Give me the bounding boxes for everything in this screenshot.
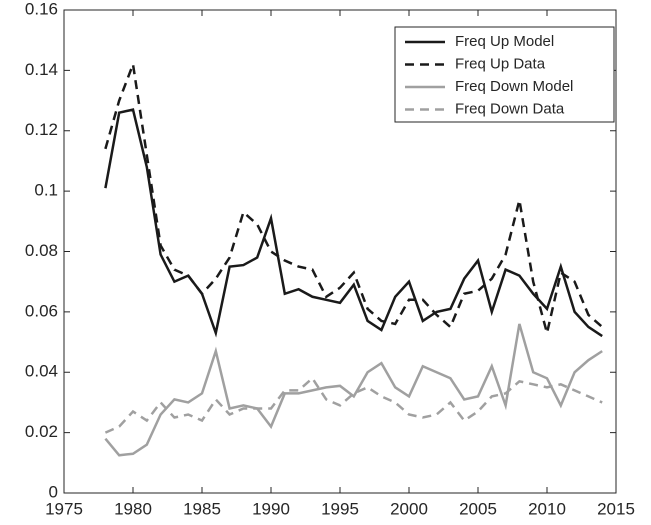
legend-label: Freq Down Model (455, 78, 573, 95)
legend-label: Freq Up Model (455, 33, 554, 50)
x-tick-label: 2015 (597, 499, 635, 518)
y-tick-label: 0.12 (25, 120, 58, 139)
y-tick-label: 0.04 (25, 362, 58, 381)
legend: Freq Up Model Freq Up Data Freq Down Model… (394, 26, 615, 123)
y-tick-label: 0.16 (25, 0, 58, 18)
y-tick-label: 0.02 (25, 422, 58, 441)
x-tick-label: 2005 (459, 499, 497, 518)
x-tick-label: 1985 (183, 499, 221, 518)
series-line (104, 376, 603, 434)
x-tick-label: 1980 (114, 499, 152, 518)
x-tick-label: 1995 (321, 499, 359, 518)
y-tick-label: 0 (49, 482, 58, 501)
legend-label: Freq Down Data (455, 100, 565, 117)
x-tick-label: 2010 (528, 499, 566, 518)
x-tick-label: 1975 (45, 499, 83, 518)
series-line (104, 323, 603, 457)
x-tick-label: 2000 (390, 499, 428, 518)
y-tick-label: 0.06 (25, 301, 58, 320)
y-tick-label: 0.1 (34, 181, 58, 200)
y-tick-label: 0.08 (25, 241, 58, 260)
y-tick-label: 0.14 (25, 60, 58, 79)
legend-label: Freq Up Data (455, 55, 546, 72)
series-line (104, 59, 604, 334)
x-tick-label: 1990 (252, 499, 290, 518)
